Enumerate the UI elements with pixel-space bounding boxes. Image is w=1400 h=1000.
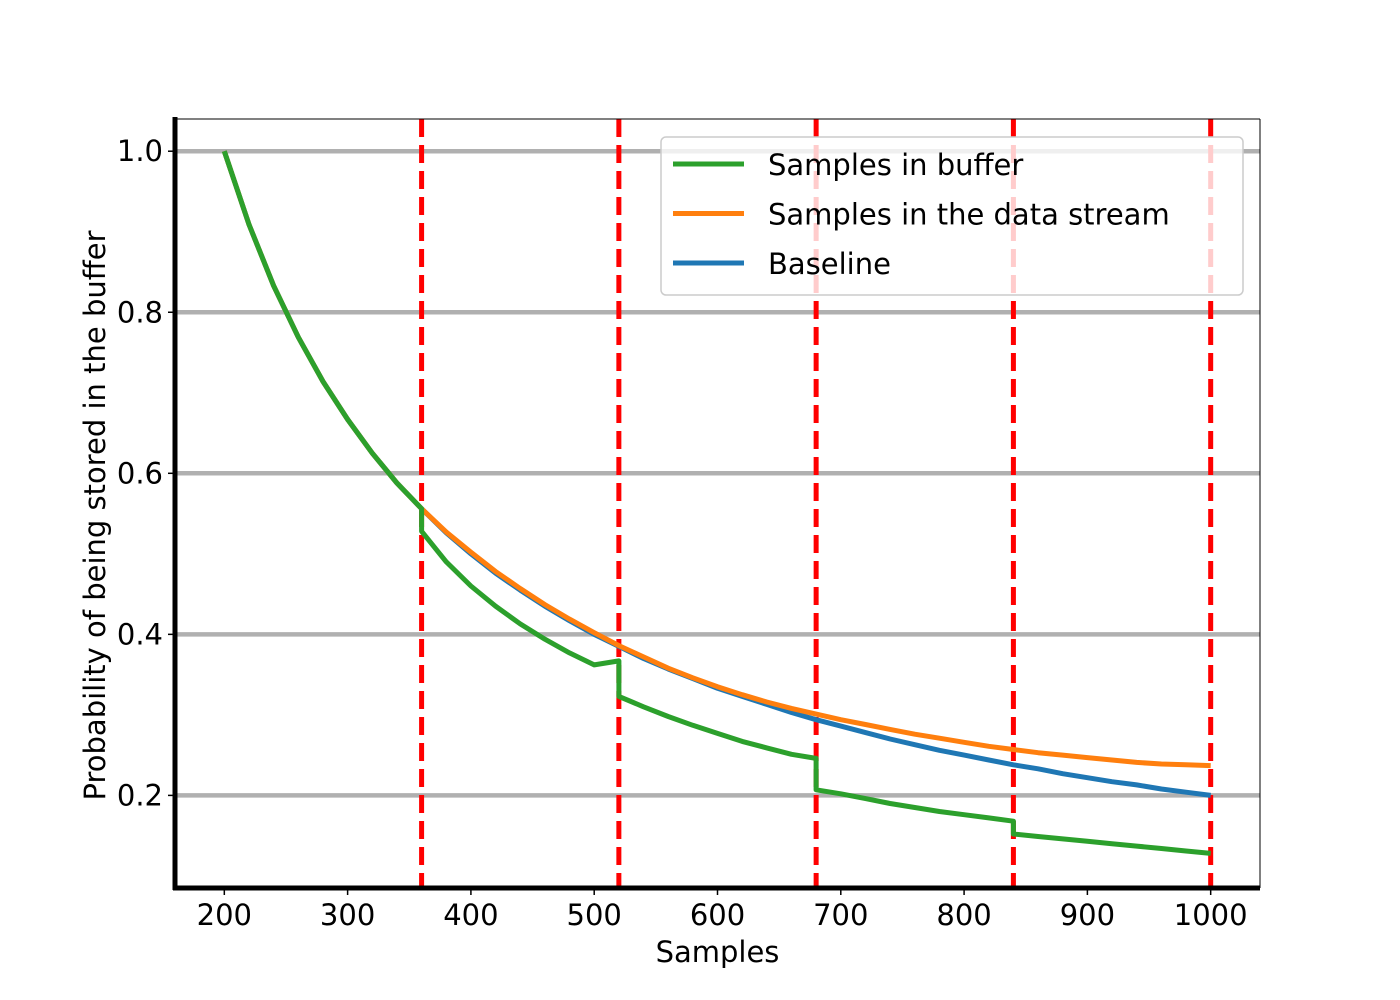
series-lines bbox=[221, 150, 1212, 856]
y-tick-label: 0.8 bbox=[117, 295, 163, 329]
series-line bbox=[221, 150, 1211, 856]
tick-labels: 200 300 400 500 600 700 800 900 1000 0.2 0.4 0.6 0.8… bbox=[117, 134, 1248, 932]
axes bbox=[172, 117, 1261, 891]
x-axis-label: Samples bbox=[656, 935, 780, 969]
x-tick-label: 200 bbox=[197, 898, 252, 932]
x-tick-label: 500 bbox=[567, 898, 622, 932]
y-axis-label: Probability of being stored in the buffe… bbox=[78, 230, 112, 800]
x-tick-label: 400 bbox=[443, 898, 498, 932]
x-tick-label: 800 bbox=[936, 898, 991, 932]
x-tick-label: 300 bbox=[320, 898, 375, 932]
x-tick-label: 700 bbox=[813, 898, 868, 932]
legend-label: Samples in the data stream bbox=[768, 198, 1170, 232]
y-tick-label: 1.0 bbox=[117, 134, 163, 168]
y-tick-label: 0.4 bbox=[117, 617, 163, 651]
legend-label: Samples in buffer bbox=[768, 148, 1023, 182]
x-tick-label: 900 bbox=[1060, 898, 1115, 932]
x-tick-label: 600 bbox=[690, 898, 745, 932]
legend-box bbox=[660, 136, 1244, 296]
legend-label: Baseline bbox=[768, 247, 891, 281]
x-tick-label: 1000 bbox=[1174, 898, 1248, 932]
y-tick-label: 0.2 bbox=[117, 778, 163, 812]
y-tick-label: 0.6 bbox=[117, 456, 163, 490]
legend: Samples in buffer Samples in the data str… bbox=[660, 136, 1244, 296]
